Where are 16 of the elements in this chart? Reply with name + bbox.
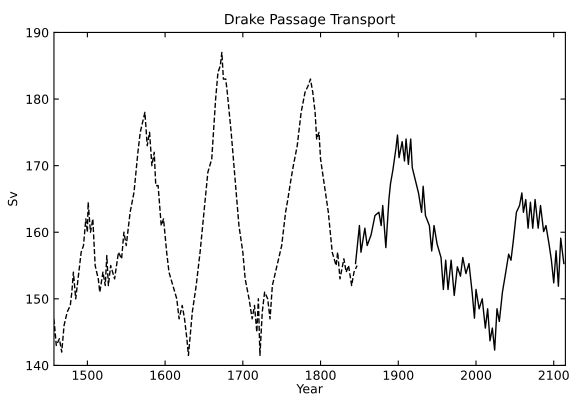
y-tick-label: 150 [26, 294, 48, 304]
x-tick-label: 1900 [384, 370, 414, 380]
x-tick-label: 1700 [228, 370, 258, 380]
x-axis-title: Year [296, 384, 323, 394]
y-tick-label: 140 [26, 360, 48, 370]
y-tick-label: 190 [26, 28, 48, 38]
chart-title: Drake Passage Transport [225, 14, 396, 28]
y-tick-label: 160 [26, 228, 48, 238]
x-tick-label: 1600 [150, 370, 180, 380]
x-tick-label: 1500 [72, 370, 102, 380]
x-tick-label: 2000 [461, 370, 492, 380]
x-tick-label: 2100 [538, 370, 569, 380]
y-tick-label: 170 [26, 161, 48, 171]
x-tick-label: 1800 [306, 370, 336, 380]
y-axis-title: Sv [8, 192, 18, 206]
y-tick-label: 180 [26, 94, 48, 104]
